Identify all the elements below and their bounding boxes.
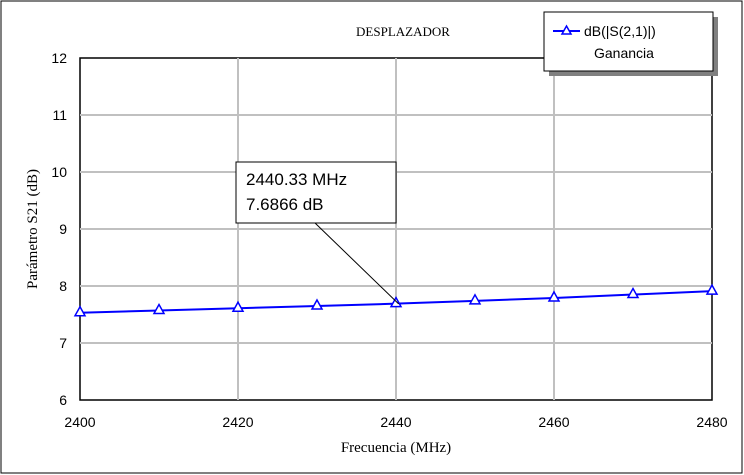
y-tick-label: 10 [51, 164, 67, 180]
data-point-triangle [468, 293, 482, 305]
chart-title: DESPLAZADOR [356, 24, 450, 39]
annotation-frequency: 2440.33 MHz [246, 170, 347, 189]
data-point-triangle [626, 287, 640, 299]
x-tick-label: 2440 [380, 414, 411, 430]
series-layer [73, 283, 719, 317]
tick-labels: 2400 2420 2440 2460 2480 6 7 8 9 10 11 12 [51, 50, 727, 430]
y-tick-label: 6 [59, 392, 67, 408]
legend-series-subtitle: Ganancia [594, 45, 654, 61]
y-tick-label: 7 [59, 335, 67, 351]
y-tick-label: 9 [59, 221, 67, 237]
x-tick-label: 2400 [64, 414, 95, 430]
x-tick-label: 2420 [222, 414, 253, 430]
data-point-triangle [73, 305, 87, 317]
x-tick-label: 2480 [696, 414, 727, 430]
y-tick-label: 11 [52, 107, 67, 123]
annotation-leader-line [313, 221, 399, 305]
y-tick-label: 12 [51, 50, 67, 66]
y-tick-label: 8 [59, 278, 67, 294]
y-axis-label: Parámetro S21 (dB) [25, 169, 41, 289]
x-tick-label: 2460 [538, 414, 569, 430]
annotation-box: 2440.33 MHz 7.6866 dB [235, 161, 397, 224]
legend-triangle-icon [560, 24, 573, 35]
data-point-triangle [310, 298, 324, 310]
data-point-triangle [705, 283, 719, 295]
legend: dB(|S(2,1)|) Ganancia [543, 11, 718, 76]
data-point-triangle [231, 300, 245, 312]
grid-lines [80, 58, 712, 400]
data-point-triangle [547, 290, 561, 302]
legend-series-name: dB(|S(2,1)|) [584, 23, 656, 39]
annotation-gain: 7.6866 dB [246, 195, 324, 214]
data-point-triangle [152, 302, 166, 315]
x-axis-label: Frecuencia (MHz) [341, 440, 451, 456]
data-point-triangle [389, 296, 403, 308]
